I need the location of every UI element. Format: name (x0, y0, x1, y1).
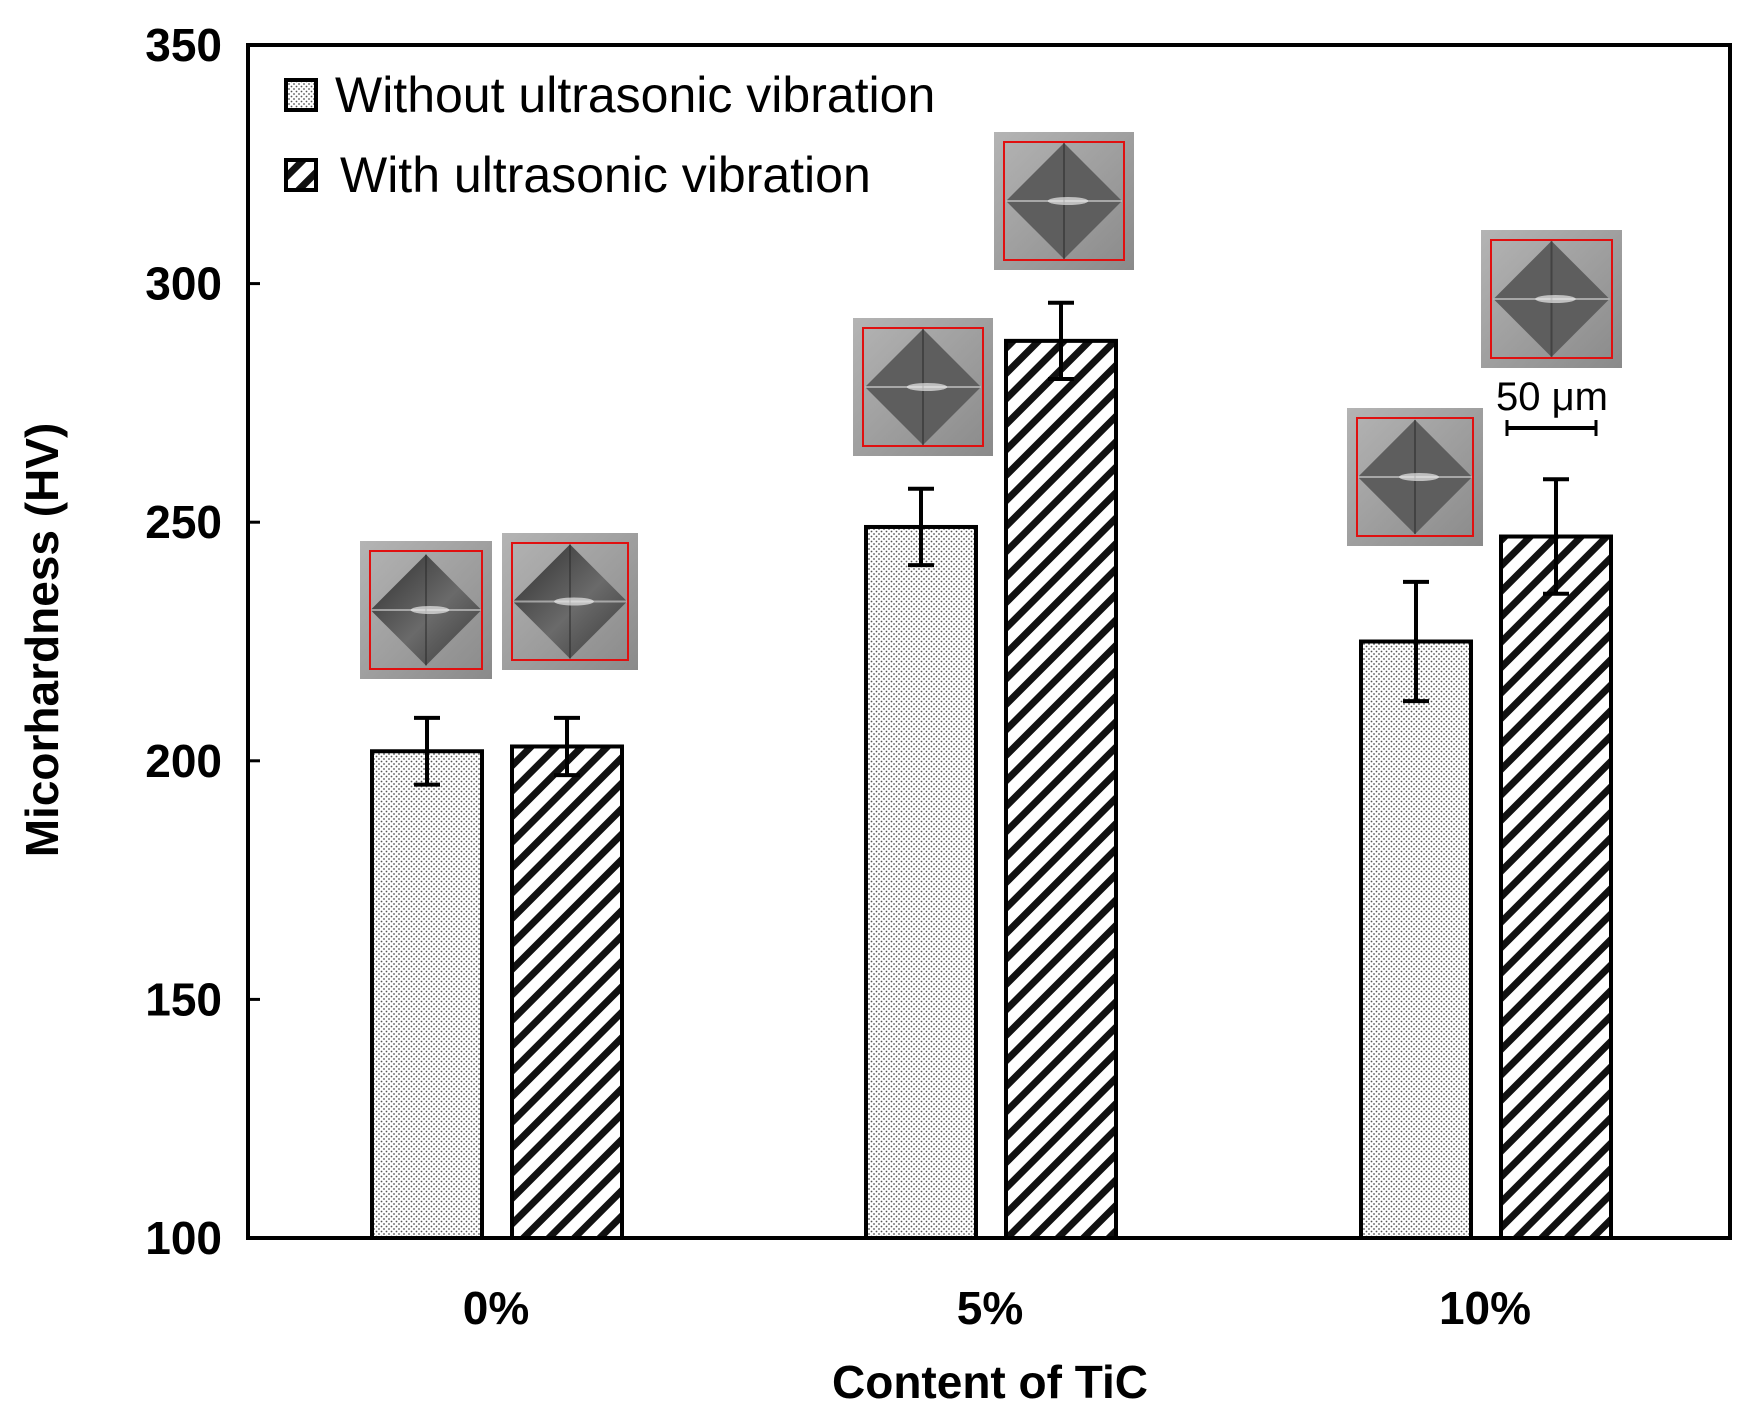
bar-without-1 (864, 524, 978, 1240)
y-tick-label: 250 (145, 496, 222, 548)
legend-swatch-without (284, 78, 318, 112)
plot-frame (246, 43, 1732, 1240)
legend-label-without: Without ultrasonic vibration (335, 67, 935, 123)
bar-without-2 (1359, 639, 1473, 1240)
y-axis-ticks: 100 150 200 250 300 350 (145, 19, 260, 1264)
indentation-inset-image (502, 533, 638, 670)
x-category-label: 10% (1439, 1282, 1531, 1334)
y-tick-label: 300 (145, 258, 222, 310)
y-tick-label: 350 (145, 19, 222, 71)
x-axis-category-labels: 0% 5% 10% (463, 1282, 1531, 1334)
x-category-label: 5% (957, 1282, 1023, 1334)
scale-bar: 50 μm (1496, 375, 1608, 436)
x-axis-title: Content of TiC (832, 1356, 1148, 1408)
legend-swatch-with (284, 158, 318, 192)
indentation-inset-image (360, 541, 492, 679)
y-axis-title: Micorhardness (HV) (16, 423, 68, 858)
bar-with-2 (1499, 534, 1613, 1240)
indentation-inset-image (1347, 408, 1483, 546)
y-tick-label: 100 (145, 1212, 222, 1264)
bar-without-0 (370, 749, 484, 1240)
bars (370, 338, 1613, 1240)
legend: Without ultrasonic vibration With ultras… (284, 67, 935, 203)
y-tick-label: 150 (145, 973, 222, 1025)
scale-bar-label: 50 μm (1496, 375, 1608, 419)
error-bars (414, 300, 1569, 787)
indentation-inset-image (1481, 230, 1622, 368)
y-tick-label: 200 (145, 735, 222, 787)
bar-with-0 (510, 744, 624, 1240)
legend-label-with: With ultrasonic vibration (340, 147, 871, 203)
bar-with-1 (1004, 338, 1118, 1240)
indentation-insets (360, 132, 1622, 679)
indentation-inset-image (853, 318, 993, 456)
indentation-inset-image (994, 132, 1134, 270)
x-category-label: 0% (463, 1282, 529, 1334)
